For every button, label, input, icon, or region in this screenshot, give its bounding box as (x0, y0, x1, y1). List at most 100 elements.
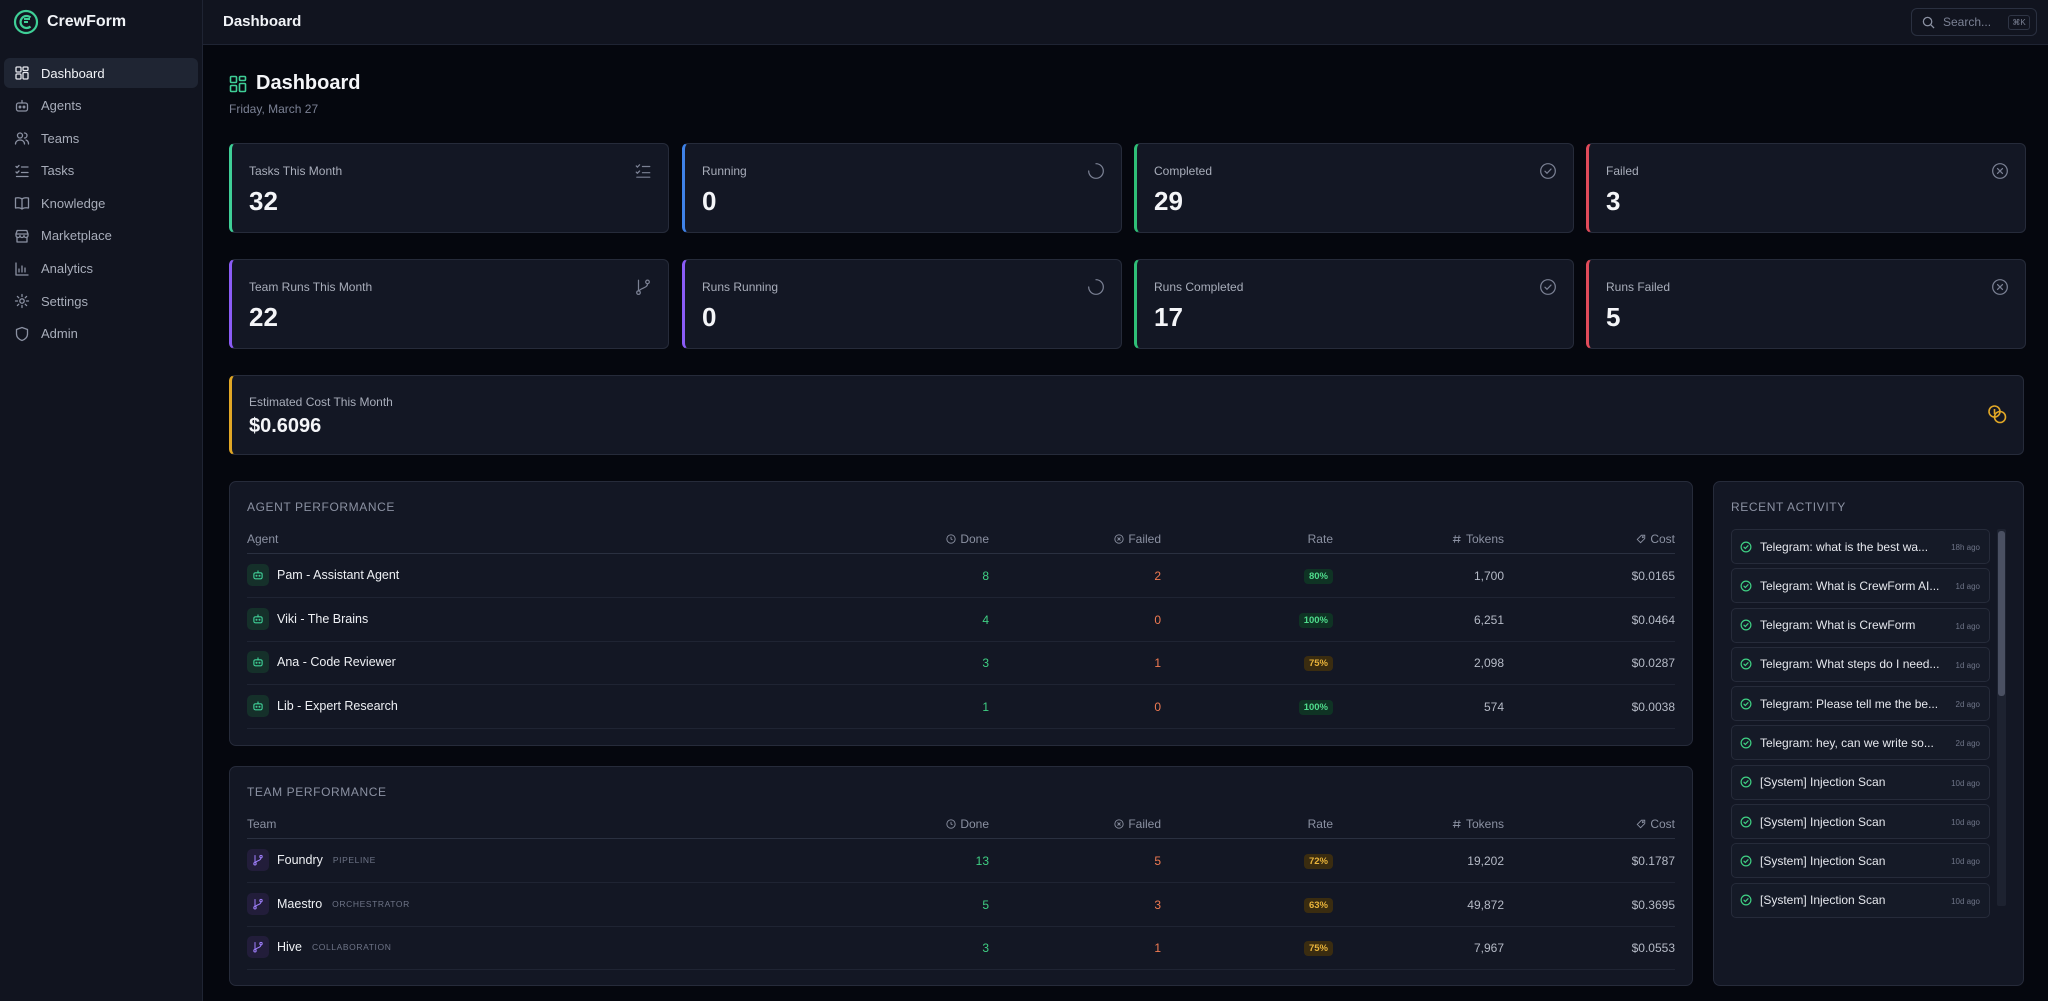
stat-value: 29 (1154, 186, 1183, 216)
check-circle-icon (1740, 816, 1752, 828)
sidebar-item-teams[interactable]: Teams (4, 123, 198, 153)
team-mode-label: COLLABORATION (312, 942, 392, 952)
row-done: 3 (982, 941, 989, 955)
row-tokens: 7,967 (1473, 941, 1504, 955)
bot-icon (247, 564, 269, 586)
col-tokens: Tokens (1452, 532, 1504, 546)
stat-card-running: Running 0 (682, 143, 1122, 233)
list-item[interactable]: [System] Injection Scan 10d ago (1731, 882, 1990, 918)
stat-value: 0 (702, 302, 717, 332)
list-item[interactable]: [System] Injection Scan 10d ago (1731, 843, 1990, 879)
sidebar-item-settings[interactable]: Settings (4, 286, 198, 316)
list-item[interactable]: [System] Injection Scan 10d ago (1731, 804, 1990, 840)
activity-text: [System] Injection Scan (1760, 775, 1886, 790)
row-done: 1 (982, 699, 989, 714)
agent-table-header: Agent Done Failed Rate Tokens Cost (247, 528, 1675, 554)
activity-list: Telegram: what is the best wa... 18h ago T… (1731, 529, 1990, 922)
check-circle-icon (1740, 698, 1752, 710)
col-tokens-label: Tokens (1465, 817, 1504, 831)
bot-icon (247, 651, 269, 673)
table-row[interactable]: Ana - Code Reviewer 3 1 75% 2,098 $0.0287 (247, 642, 1675, 685)
stat-value: 0 (702, 186, 717, 216)
git-branch-icon (247, 936, 269, 958)
row-rate: 63% (1303, 897, 1333, 913)
sidebar-item-marketplace[interactable]: Marketplace (4, 221, 198, 251)
search-placeholder: Search... (1943, 15, 1992, 29)
row-failed: 2 (1154, 569, 1161, 583)
row-tokens: 1,700 (1473, 569, 1504, 583)
shield-icon (14, 326, 30, 342)
activity-scrollbar[interactable] (1997, 529, 2006, 906)
list-item[interactable]: [System] Injection Scan 10d ago (1731, 764, 1990, 800)
row-failed: 5 (1154, 854, 1161, 868)
check-circle-icon (1740, 541, 1752, 553)
col-cost: Cost (1636, 817, 1675, 831)
col-name: Team (247, 817, 276, 831)
agent-performance-title: AGENT PERFORMANCE (247, 500, 395, 514)
row-cost: $0.1787 (1631, 854, 1675, 868)
list-item[interactable]: Telegram: what is the best wa... 18h ago (1731, 529, 1990, 564)
table-row[interactable]: Hive COLLABORATION 3 1 75% 7,967 $0.0553 (247, 927, 1675, 970)
row-rate: 100% (1298, 699, 1333, 715)
row-rate: 75% (1303, 940, 1333, 956)
check-circle-icon (1740, 894, 1752, 906)
row-name-label: Lib - Expert Research (277, 698, 398, 713)
table-row[interactable]: Maestro ORCHESTRATOR 5 3 63% 49,872 $0.3695 (247, 884, 1675, 927)
stat-card-runs-completed: Runs Completed 17 (1134, 259, 1574, 349)
stat-value: 22 (249, 302, 278, 332)
crewform-logo-icon (13, 9, 39, 35)
git-branch-icon (247, 892, 269, 915)
sidebar-item-agents[interactable]: Agents (4, 91, 198, 121)
row-rate: 100% (1298, 612, 1333, 628)
sidebar-item-analytics[interactable]: Analytics (4, 254, 198, 284)
row-cost: $0.0553 (1631, 941, 1675, 955)
sidebar-item-tasks[interactable]: Tasks (4, 156, 198, 186)
stat-label: Runs Running (702, 280, 779, 294)
col-failed: Failed (1114, 532, 1161, 546)
list-item[interactable]: Telegram: What steps do I need... 1d ago (1731, 646, 1990, 682)
check-circle-icon (1539, 162, 1557, 180)
brand[interactable]: CrewForm (0, 0, 202, 44)
table-row[interactable]: Foundry PIPELINE 13 5 72% 19,202 $0.1787 (247, 840, 1675, 883)
stat-value: 32 (249, 186, 278, 216)
rate-badge: 80% (1303, 569, 1333, 584)
sidebar-item-label: Dashboard (41, 65, 105, 81)
row-rate: 80% (1303, 568, 1333, 584)
sidebar-item-label: Agents (41, 98, 82, 114)
activity-text: [System] Injection Scan (1760, 853, 1886, 868)
coins-icon (1987, 404, 2007, 424)
stat-card-runs-running: Runs Running 0 (682, 259, 1122, 349)
activity-text: [System] Injection Scan (1760, 893, 1886, 908)
row-failed: 3 (1154, 897, 1161, 912)
activity-text: Telegram: What steps do I need... (1760, 657, 1940, 672)
list-item[interactable]: Telegram: What is CrewForm 1d ago (1731, 607, 1990, 643)
table-row[interactable]: Viki - The Brains 4 0 100% 6,251 $0.0464 (247, 599, 1675, 642)
stat-value: 5 (1606, 302, 1621, 332)
row-cost: $0.0038 (1631, 699, 1675, 714)
table-row[interactable]: Lib - Expert Research 1 0 100% 574 $0.0038 (247, 686, 1675, 729)
list-item[interactable]: Telegram: Please tell me the be... 2d ago (1731, 686, 1990, 722)
row-name-label: Ana - Code Reviewer (277, 655, 396, 669)
sidebar-item-admin[interactable]: Admin (4, 319, 198, 349)
activity-scrollbar-thumb[interactable] (1998, 531, 2005, 696)
stat-card-failed: Failed 3 (1586, 143, 2026, 233)
col-name-label: Team (247, 817, 277, 831)
rate-badge: 75% (1303, 941, 1333, 956)
sidebar-item-dashboard[interactable]: Dashboard (4, 58, 198, 88)
activity-time: 10d ago (1951, 818, 1980, 828)
sidebar-item-knowledge[interactable]: Knowledge (4, 188, 198, 218)
stat-card-tasks-this-month: Tasks This Month 32 (229, 143, 669, 233)
stat-label: Runs Completed (1154, 280, 1244, 294)
list-item[interactable]: Telegram: hey, can we write so... 2d ago (1731, 725, 1990, 761)
clock-icon (946, 819, 956, 829)
sidebar-item-label: Tasks (41, 163, 75, 179)
list-item[interactable]: Telegram: What is CrewForm AI... 1d ago (1731, 568, 1990, 604)
rate-badge: 72% (1303, 854, 1333, 869)
bot-icon (14, 98, 30, 114)
table-row[interactable]: Pam - Assistant Agent 8 2 80% 1,700 $0.0165 (247, 555, 1675, 598)
activity-time: 2d ago (1955, 739, 1980, 749)
search-input[interactable]: Search... ⌘K (1911, 8, 2037, 36)
sidebar-item-label: Teams (41, 130, 80, 146)
hash-icon (1452, 534, 1462, 544)
col-done-label: Done (960, 532, 989, 546)
